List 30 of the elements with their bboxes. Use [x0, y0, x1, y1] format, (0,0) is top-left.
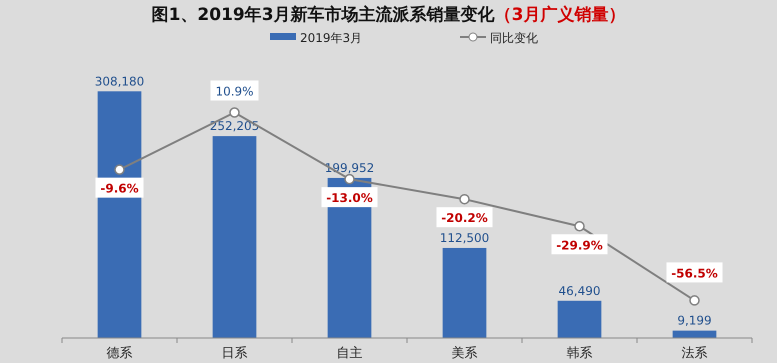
bar	[672, 330, 716, 338]
data-label: -9.6%	[100, 182, 139, 196]
data-label: -20.2%	[441, 211, 488, 226]
x-tick-label: 日系	[222, 346, 248, 361]
bar	[212, 136, 256, 338]
bar	[558, 300, 602, 338]
data-label: 199,952	[324, 160, 374, 175]
data-label: 10.9%	[215, 84, 254, 98]
point	[459, 194, 470, 204]
data-label: -29.9%	[556, 238, 603, 252]
point	[574, 221, 585, 232]
point	[689, 295, 700, 306]
x-tick-label: 自主	[336, 345, 362, 361]
point	[344, 174, 355, 184]
x-tick-label: 美系	[452, 345, 478, 361]
legend-label: 2019年3月	[300, 31, 362, 45]
legend-label: 同比变化	[490, 31, 538, 45]
data-label: 46,490	[558, 284, 600, 298]
point	[229, 107, 240, 118]
bar	[442, 248, 486, 338]
data-label: -13.0%	[326, 191, 373, 206]
x-tick-label: 德系	[106, 346, 132, 361]
data-label: 112,500	[440, 230, 490, 245]
x-tick-label: 韩系	[566, 346, 592, 361]
data-label: 308,180	[94, 74, 144, 88]
data-label: -56.5%	[671, 266, 718, 280]
data-label: 9,199	[677, 314, 712, 328]
x-tick-label: 法系	[682, 346, 708, 361]
point	[114, 164, 125, 175]
chart-subtitle: （3月广义销量）	[494, 5, 626, 25]
